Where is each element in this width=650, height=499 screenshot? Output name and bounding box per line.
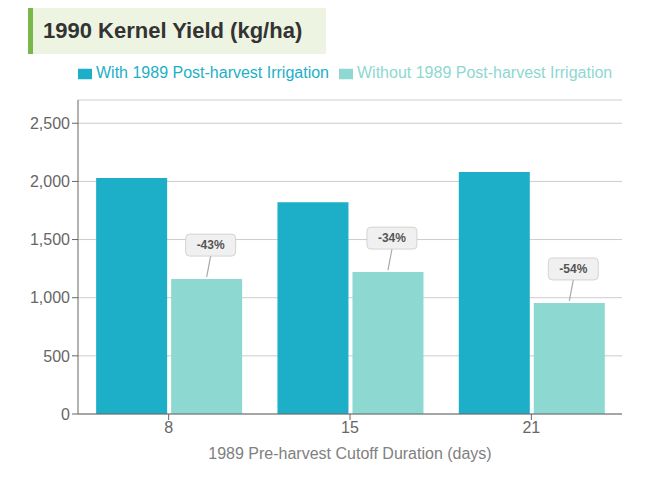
svg-text:1,000: 1,000 — [30, 289, 70, 306]
svg-text:-34%: -34% — [378, 231, 406, 245]
svg-text:-54%: -54% — [559, 262, 587, 276]
svg-text:1989 Pre-harvest Cutoff Durati: 1989 Pre-harvest Cutoff Duration (days) — [208, 445, 491, 462]
svg-text:2,000: 2,000 — [30, 173, 70, 190]
svg-text:15: 15 — [341, 419, 359, 436]
svg-text:8: 8 — [164, 419, 173, 436]
html-text:1990 Kernel Yield (kg/ha): 1990 Kernel Yield (kg/ha) — [43, 18, 303, 43]
html-text:With 1989 Post-harvest Irrigat: With 1989 Post-harvest Irrigation — [96, 64, 329, 81]
svg-text:2,500: 2,500 — [30, 115, 70, 132]
svg-text:500: 500 — [43, 348, 70, 365]
svg-text:21: 21 — [522, 419, 540, 436]
svg-text:0: 0 — [61, 406, 70, 423]
svg-text:-43%: -43% — [197, 238, 225, 252]
html-text:Without 1989 Post-harvest Irri: Without 1989 Post-harvest Irrigation — [357, 64, 613, 81]
svg-text:1,500: 1,500 — [30, 231, 70, 248]
